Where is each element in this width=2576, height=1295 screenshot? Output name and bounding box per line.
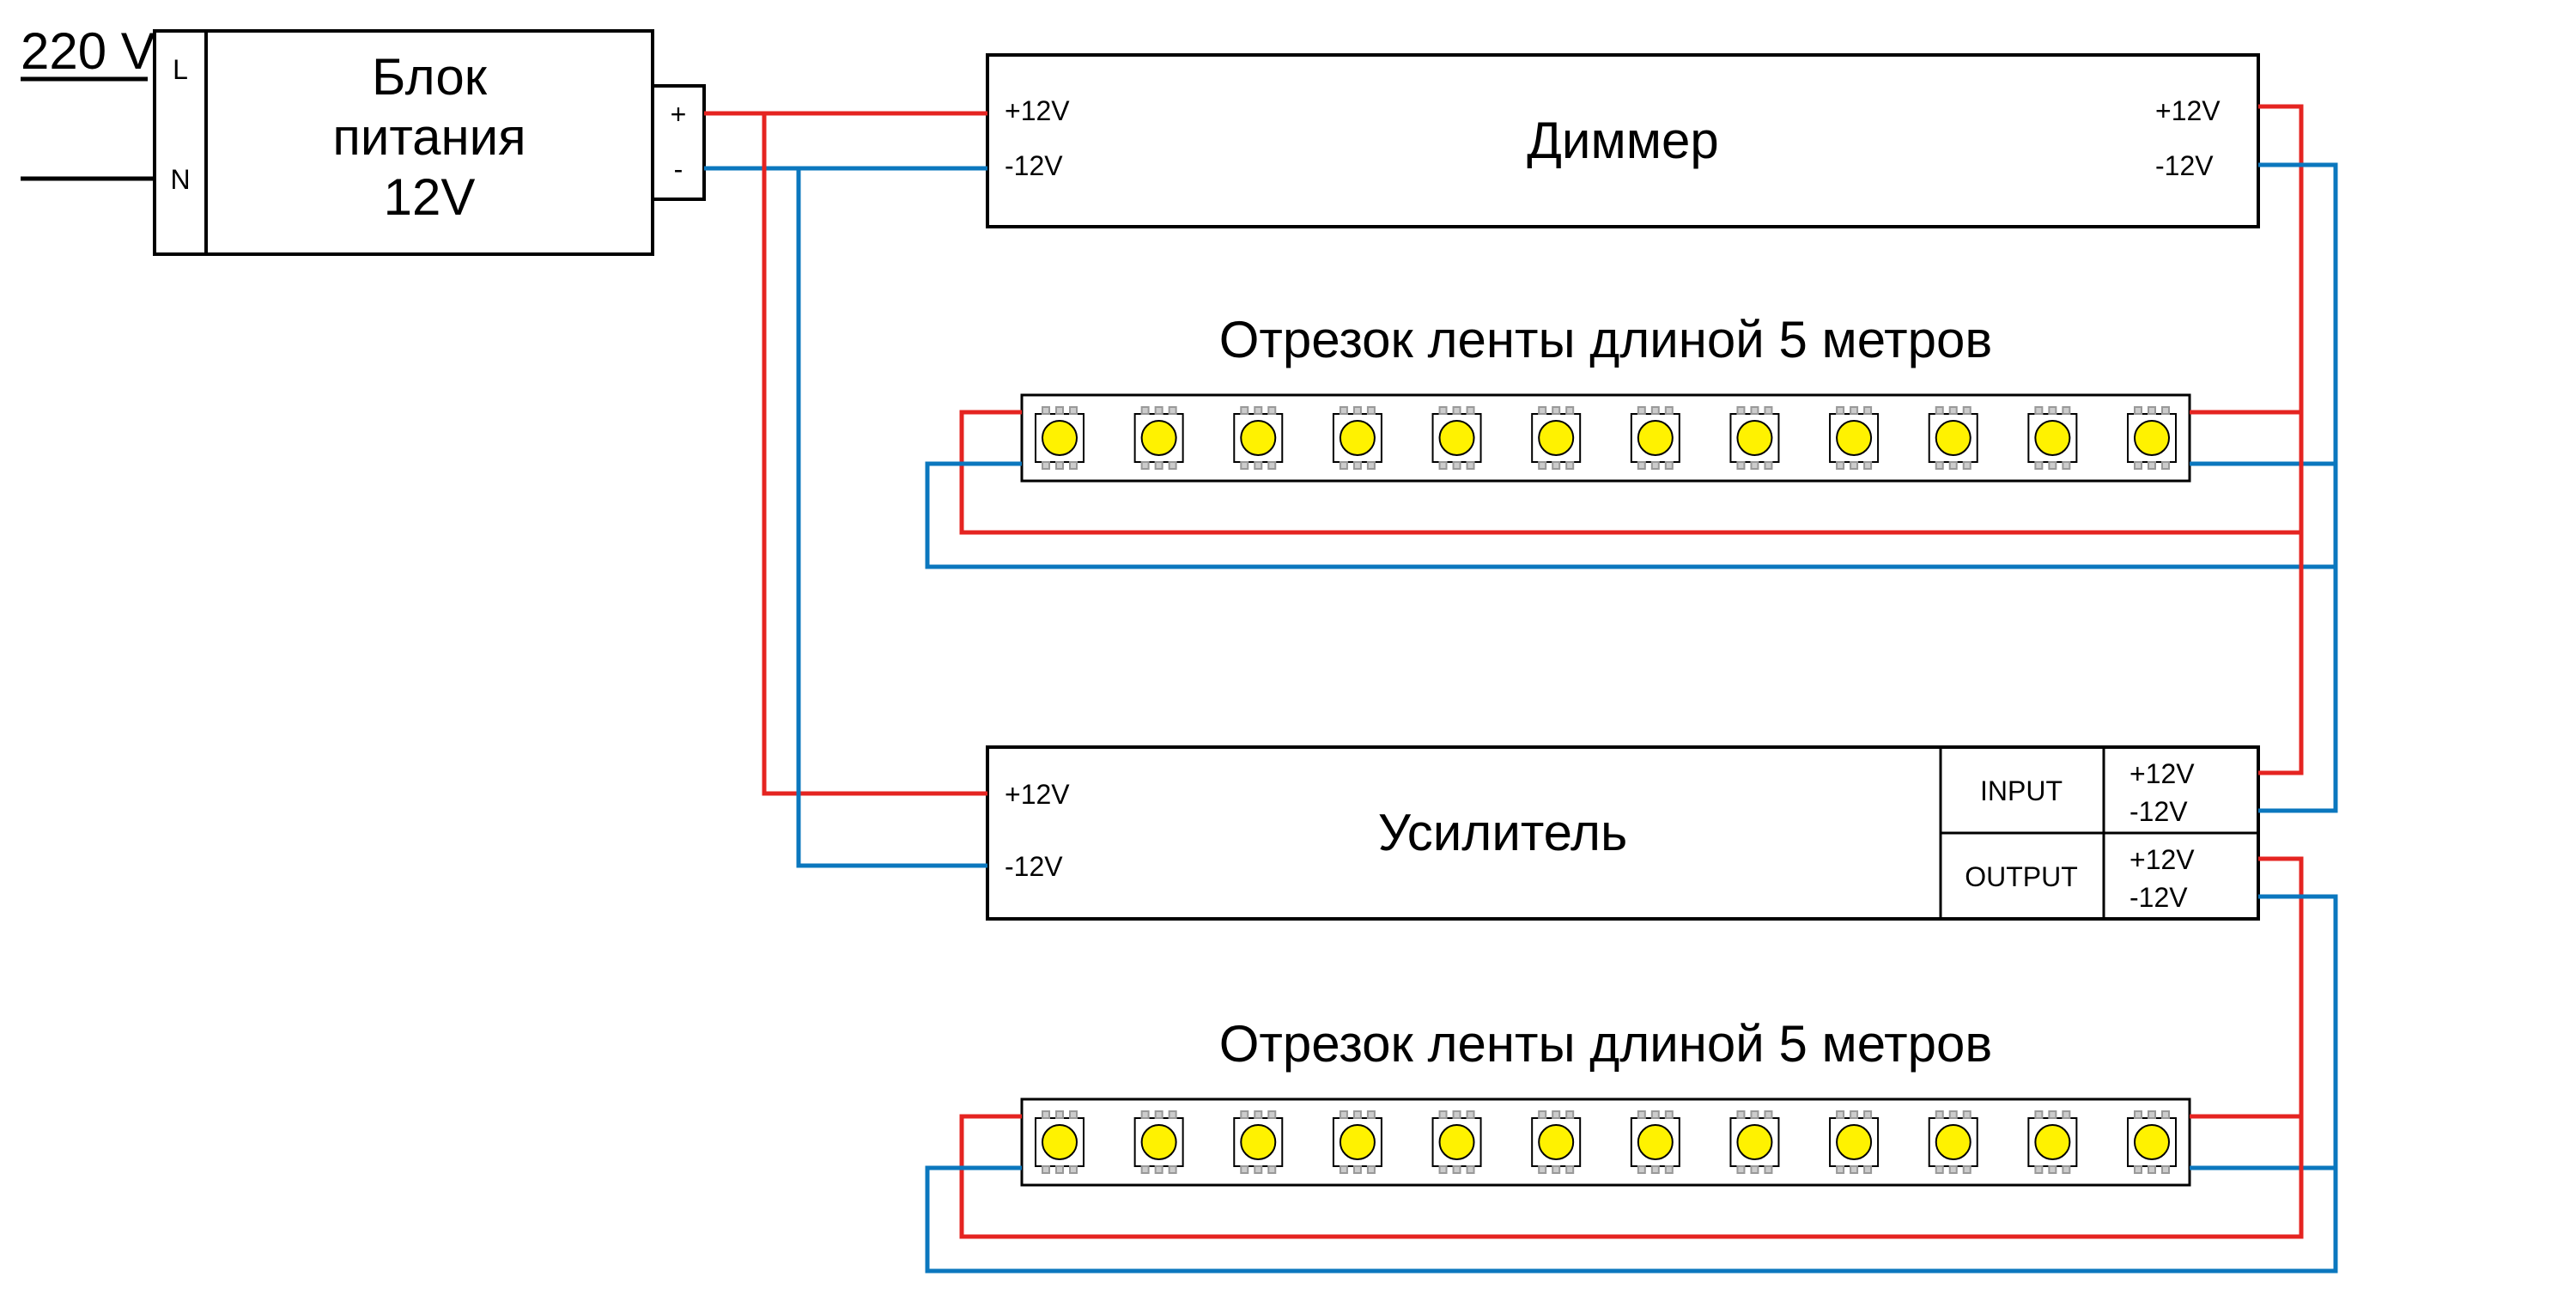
strip2-body <box>1022 1099 2190 1185</box>
amp-title: Усилитель <box>1378 804 1628 861</box>
led-icon <box>1830 407 1878 469</box>
led-icon <box>1135 1111 1183 1173</box>
led-icon <box>1334 407 1382 469</box>
psu-n-label: N <box>170 164 190 195</box>
amp-out-minus-to-strip2-right <box>2190 897 2336 1168</box>
amp-out-plus: +12V <box>2129 844 2195 875</box>
dimmer-out-minus: -12V <box>2155 150 2214 181</box>
amp-output-label: OUTPUT <box>1965 861 2078 892</box>
led-icon <box>2128 407 2176 469</box>
mains-voltage-label: 220 V <box>21 22 155 80</box>
psu-title-line3: 12V <box>384 168 476 226</box>
psu-minus-label: - <box>674 154 683 185</box>
dimmer-out-plus: +12V <box>2155 95 2221 126</box>
mains-input: 220 V <box>21 22 155 179</box>
led-icon <box>1433 1111 1481 1173</box>
amp-out-minus: -12V <box>2129 882 2188 913</box>
dimmer-in-plus: +12V <box>1005 95 1070 126</box>
strip1-body <box>1022 395 2190 481</box>
wiring <box>704 106 2336 1271</box>
wiring-diagram: 220 V L N Блок питания 12V + - Диммер +1… <box>0 0 2576 1295</box>
led-icon <box>1532 1111 1580 1173</box>
amp-pwr-minus: -12V <box>1005 851 1063 882</box>
led-icon <box>2028 1111 2076 1173</box>
amp-pwr-plus: +12V <box>1005 779 1070 810</box>
led-icon <box>1730 407 1778 469</box>
amp-in-plus: +12V <box>2129 758 2195 789</box>
strip2-title: Отрезок ленты длиной 5 метров <box>1219 1015 1992 1073</box>
dimmer-title: Диммер <box>1527 112 1718 169</box>
led-strip-2: Отрезок ленты длиной 5 метров <box>1022 1015 2190 1185</box>
strip1-title: Отрезок ленты длиной 5 метров <box>1219 311 1992 368</box>
led-icon <box>1631 407 1680 469</box>
psu-to-amp-minus <box>799 168 987 866</box>
led-icon <box>1929 407 1978 469</box>
dimmer-block: Диммер +12V -12V +12V -12V <box>987 55 2258 227</box>
led-strip-1: Отрезок ленты длиной 5 метров <box>1022 311 2190 481</box>
psu-plus-label: + <box>671 99 687 130</box>
led-icon <box>1631 1111 1680 1173</box>
led-icon <box>1532 407 1580 469</box>
amp-in-minus: -12V <box>2129 796 2188 827</box>
led-icon <box>1730 1111 1778 1173</box>
led-icon <box>1036 1111 1084 1173</box>
led-icon <box>1929 1111 1978 1173</box>
psu-title-line1: Блок <box>372 48 488 106</box>
led-icon <box>1234 407 1282 469</box>
psu-l-label: L <box>173 54 188 85</box>
amplifier-block: Усилитель +12V -12V INPUT OUTPUT +12V -1… <box>987 747 2258 919</box>
psu-title-line2: питания <box>332 108 526 166</box>
led-icon <box>2028 407 2076 469</box>
led-icon <box>1433 407 1481 469</box>
led-icon <box>1135 407 1183 469</box>
led-icon <box>1830 1111 1878 1173</box>
power-supply-block: L N Блок питания 12V + - <box>155 31 704 254</box>
led-icon <box>2128 1111 2176 1173</box>
dimmer-in-minus: -12V <box>1005 150 1063 181</box>
amp-input-label: INPUT <box>1980 775 2063 806</box>
led-icon <box>1036 407 1084 469</box>
led-icon <box>1334 1111 1382 1173</box>
led-icon <box>1234 1111 1282 1173</box>
